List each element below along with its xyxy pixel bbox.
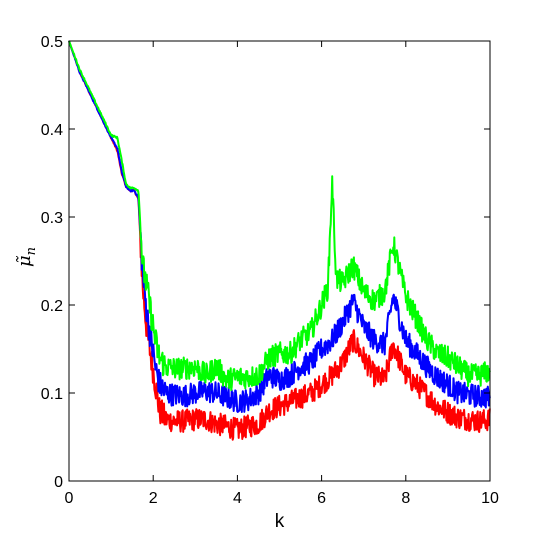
x-tick-label: 4 (233, 490, 242, 507)
x-axis-label: k (275, 511, 285, 532)
y-tick-label: 0 (54, 474, 63, 491)
x-tick-label: 0 (65, 490, 74, 507)
y-tick-label: 0.1 (41, 386, 63, 403)
y-axis-label-base: μ̃ (14, 255, 35, 267)
y-tick-label: 0.3 (41, 210, 63, 227)
x-tick-label: 8 (401, 490, 410, 507)
x-tick-label: 6 (317, 490, 326, 507)
series-layer (68, 40, 491, 441)
ticks-layer: 0 2 4 6 8 10 0 0.1 0.2 0.3 0.4 0.5 (41, 34, 499, 507)
y-tick-label: 0.2 (41, 298, 63, 315)
plot-frame (68, 40, 491, 482)
series-line-3 (68, 40, 491, 392)
y-tick-label: 0.5 (41, 34, 63, 51)
y-tick-label: 0.4 (41, 122, 63, 139)
series-line-2 (68, 40, 491, 413)
x-tick-label: 2 (149, 490, 158, 507)
y-axis-label: μ̃n (14, 247, 39, 267)
x-tick-label: 10 (481, 490, 499, 507)
y-axis-label-subscript: n (24, 247, 39, 255)
